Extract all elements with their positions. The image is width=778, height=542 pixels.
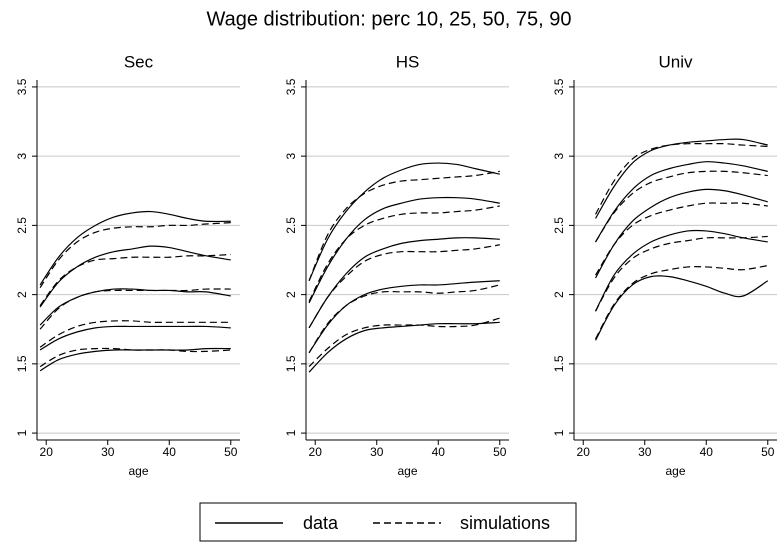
line [39, 288, 231, 326]
line [595, 161, 768, 243]
line [595, 188, 768, 279]
x-tick-label: 20 [309, 445, 323, 459]
legend-box [199, 502, 577, 542]
line [308, 205, 500, 302]
x-tick-label: 50 [493, 445, 507, 459]
y-tick-label: 2.5 [284, 217, 298, 234]
line [595, 264, 768, 340]
x-tick-label: 50 [224, 445, 238, 459]
line [595, 235, 768, 312]
x-axis-label: age [397, 464, 417, 478]
y-tick-label: 3.5 [552, 78, 566, 95]
y-tick-label: 3 [15, 152, 29, 159]
line [595, 275, 769, 341]
y-tick-label: 2 [552, 291, 566, 298]
y-tick-label: 3 [552, 152, 566, 159]
line [39, 347, 231, 368]
y-tick-label: 1 [15, 429, 29, 436]
line [308, 162, 500, 282]
x-tick-label: 30 [638, 445, 652, 459]
line [594, 229, 768, 312]
line [39, 253, 231, 307]
y-tick-label: 2.5 [552, 217, 566, 234]
line [39, 288, 231, 330]
x-axis-label: age [128, 464, 148, 478]
y-tick-label: 1.5 [284, 355, 298, 372]
y-tick-label: 3 [284, 152, 298, 159]
line [39, 222, 231, 289]
line [308, 284, 500, 354]
y-tick-label: 2 [15, 291, 29, 298]
line [308, 317, 500, 368]
line [39, 325, 231, 351]
y-tick-label: 1.5 [15, 355, 29, 372]
x-tick-label: 50 [761, 445, 775, 459]
legend-label: simulations [460, 513, 550, 533]
x-tick-label: 20 [577, 445, 591, 459]
chart-title: Wage distribution: perc 10, 25, 50, 75, … [206, 8, 571, 30]
panel-title: HS [396, 52, 420, 71]
line [308, 321, 500, 373]
panel-title: Sec [124, 52, 154, 71]
x-axis-label: age [665, 464, 685, 478]
line [39, 320, 231, 348]
line [595, 138, 768, 219]
y-tick-label: 1 [552, 429, 566, 436]
line [595, 170, 768, 243]
line [39, 347, 231, 372]
y-tick-label: 2 [284, 291, 298, 298]
line [39, 210, 231, 286]
line [308, 280, 500, 354]
line [308, 170, 500, 281]
x-tick-label: 20 [40, 445, 54, 459]
y-tick-label: 3.5 [284, 78, 298, 95]
x-tick-label: 40 [163, 445, 177, 459]
line [308, 237, 500, 329]
x-tick-label: 40 [700, 445, 714, 459]
x-tick-label: 30 [101, 445, 115, 459]
line [308, 244, 500, 329]
legend-label: data [303, 513, 339, 533]
line [308, 196, 500, 304]
line [595, 202, 768, 276]
line [595, 142, 768, 215]
y-tick-label: 1.5 [552, 355, 566, 372]
y-tick-label: 1 [284, 429, 298, 436]
x-tick-label: 30 [370, 445, 384, 459]
y-tick-label: 2.5 [15, 217, 29, 234]
panel-title: Univ [658, 52, 693, 71]
x-tick-label: 40 [432, 445, 446, 459]
y-tick-label: 3.5 [15, 78, 29, 95]
